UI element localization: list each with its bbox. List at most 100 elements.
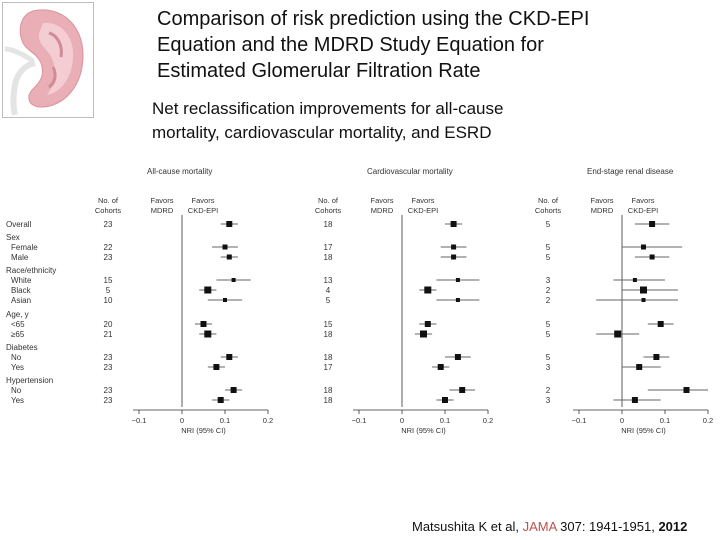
cohort-count: 13	[324, 276, 333, 285]
cohort-count: 5	[546, 330, 551, 339]
cohort-count: 3	[546, 363, 551, 372]
header-favors-ckdepi: CKD-EPI	[408, 206, 438, 215]
citation-journal: JAMA	[522, 519, 557, 534]
citation-year: 2012	[658, 519, 688, 534]
x-axis-label: NRI (95% CI)	[181, 426, 226, 435]
cohort-count: 23	[104, 363, 113, 372]
nri-point	[641, 298, 646, 302]
citation: Matsushita K et al, JAMA 307: 1941-1951,…	[412, 519, 687, 534]
cohort-count: 5	[326, 296, 331, 305]
nri-point	[631, 397, 638, 403]
header-favors-mdrd: MDRD	[371, 206, 394, 215]
header-favors-mdrd: Favors	[591, 196, 614, 205]
header-favors-ckdepi: CKD-EPI	[188, 206, 218, 215]
group-label: Age, y	[6, 310, 29, 319]
cohort-count: 17	[324, 363, 333, 372]
cohort-count: 21	[104, 330, 113, 339]
subtitle-line: Net reclassification improvements for al…	[152, 99, 504, 118]
cohort-count: 4	[326, 286, 331, 295]
group-label: Hypertension	[6, 376, 53, 385]
nri-point	[649, 221, 656, 227]
x-tick-label: 0.1	[660, 416, 670, 425]
x-axis-label: NRI (95% CI)	[621, 426, 666, 435]
cohort-count: 18	[324, 330, 333, 339]
cohort-count: 5	[106, 286, 111, 295]
cohort-count: 5	[546, 320, 551, 329]
cohort-count: 10	[104, 296, 113, 305]
nri-point	[657, 321, 664, 327]
x-tick-label: 0.2	[263, 416, 273, 425]
header-cohorts: No. of	[538, 196, 559, 205]
x-tick-label: 0	[180, 416, 184, 425]
nri-point	[683, 387, 690, 393]
cohort-count: 23	[104, 386, 113, 395]
slide-title: Comparison of risk prediction using the …	[157, 6, 677, 84]
nri-point	[231, 278, 236, 282]
x-tick-label: 0.2	[483, 416, 493, 425]
nri-point	[217, 397, 224, 403]
x-tick-label: −0.1	[132, 416, 147, 425]
nri-point	[437, 364, 444, 370]
cohort-count: 23	[104, 220, 113, 229]
nri-point	[649, 254, 655, 260]
kidney-icon	[4, 9, 84, 116]
subtitle-line: mortality, cardiovascular mortality, and…	[152, 123, 492, 142]
x-tick-label: 0.2	[703, 416, 713, 425]
cohort-count: 23	[104, 353, 113, 362]
header-cohorts: No. of	[98, 196, 119, 205]
nri-point	[420, 330, 427, 338]
nri-point	[226, 254, 232, 260]
cohort-count: 23	[104, 396, 113, 405]
x-tick-label: 0.1	[220, 416, 230, 425]
cohort-count: 5	[546, 243, 551, 252]
row-label: <65	[11, 320, 25, 329]
cohort-count: 15	[324, 320, 333, 329]
row-label: Female	[11, 243, 38, 252]
row-label: Yes	[11, 396, 24, 405]
group-label: Sex	[6, 233, 20, 242]
header-favors-mdrd: Favors	[151, 196, 174, 205]
cohort-count: 18	[324, 353, 333, 362]
nri-point	[222, 244, 228, 250]
panel-title: Cardiovascular mortality	[367, 167, 453, 176]
cohort-count: 20	[104, 320, 113, 329]
nri-point	[204, 330, 212, 338]
header-favors-mdrd: MDRD	[591, 206, 614, 215]
nri-point	[459, 387, 466, 393]
nri-point	[226, 221, 233, 227]
cohort-count: 23	[104, 253, 113, 262]
cohort-count: 18	[324, 396, 333, 405]
group-label: Diabetes	[6, 343, 38, 352]
x-tick-label: 0	[620, 416, 624, 425]
header-cohorts: No. of	[318, 196, 339, 205]
nri-point	[636, 364, 643, 370]
x-tick-label: −0.1	[572, 416, 587, 425]
citation-details: 307: 1941-1951,	[556, 519, 659, 534]
panel-title: All-cause mortality	[147, 167, 212, 176]
nri-point	[442, 397, 448, 403]
cohort-count: 2	[546, 386, 551, 395]
cohort-count: 15	[104, 276, 113, 285]
nri-point	[450, 221, 457, 227]
citation-authors: Matsushita K et al,	[412, 519, 523, 534]
header-favors-ckdepi: CKD-EPI	[628, 206, 658, 215]
nri-point	[653, 354, 660, 360]
x-tick-label: 0.1	[440, 416, 450, 425]
header-cohorts: Cohorts	[315, 206, 342, 215]
row-label: No	[11, 353, 22, 362]
nri-point	[424, 321, 431, 327]
nri-point	[641, 244, 646, 250]
header-favors-ckdepi: Favors	[412, 196, 435, 205]
row-label: Male	[11, 253, 29, 262]
nri-point	[226, 354, 233, 360]
row-label: No	[11, 386, 22, 395]
panel-title: End-stage renal disease	[587, 167, 674, 176]
x-tick-label: 0	[400, 416, 404, 425]
nri-point	[223, 298, 227, 302]
nri-point	[640, 286, 647, 294]
title-line: Estimated Glomerular Filtration Rate	[157, 60, 481, 82]
nri-point	[213, 364, 220, 370]
cohort-count: 5	[546, 253, 551, 262]
cohort-count: 18	[324, 220, 333, 229]
slide-subtitle: Net reclassification improvements for al…	[152, 97, 592, 145]
